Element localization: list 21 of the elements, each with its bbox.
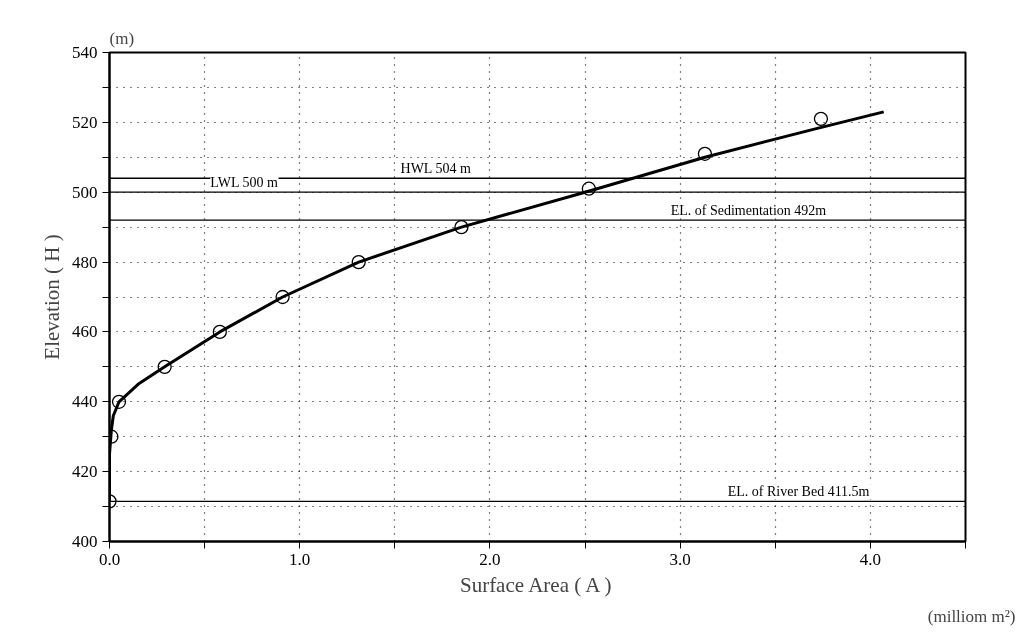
- y-tick-label: 500: [72, 182, 98, 202]
- y-tick-label: 480: [72, 252, 98, 272]
- y-tick-label: 460: [72, 322, 98, 342]
- x-tick-label: 4.0: [859, 549, 882, 569]
- y-axis-title: Elevation ( H ): [40, 234, 64, 360]
- y-tick-label: 520: [72, 112, 98, 132]
- x-axis-title: Surface Area ( A ): [459, 572, 612, 597]
- ref-line-label: EL. of Sedimentation 492m: [670, 203, 827, 219]
- y-tick-label: 540: [72, 43, 98, 62]
- x-tick-label: 3.0: [669, 549, 691, 569]
- text: (m): [109, 28, 135, 48]
- ref-line-label: LWL 500 m: [210, 175, 279, 191]
- x-tick-label: 2.0: [479, 549, 501, 569]
- y-tick-label: 400: [72, 532, 98, 551]
- text: (milliom m²): [927, 606, 1016, 626]
- x-tick-label: 0.0: [98, 549, 121, 569]
- x-tick-label: 1.0: [289, 549, 311, 569]
- y-tick-label: 440: [72, 392, 98, 412]
- ref-line-label: EL. of River Bed 411.5m: [727, 484, 870, 500]
- y-tick-label: 420: [72, 462, 98, 482]
- ref-line-label: HWL 504 m: [400, 161, 471, 177]
